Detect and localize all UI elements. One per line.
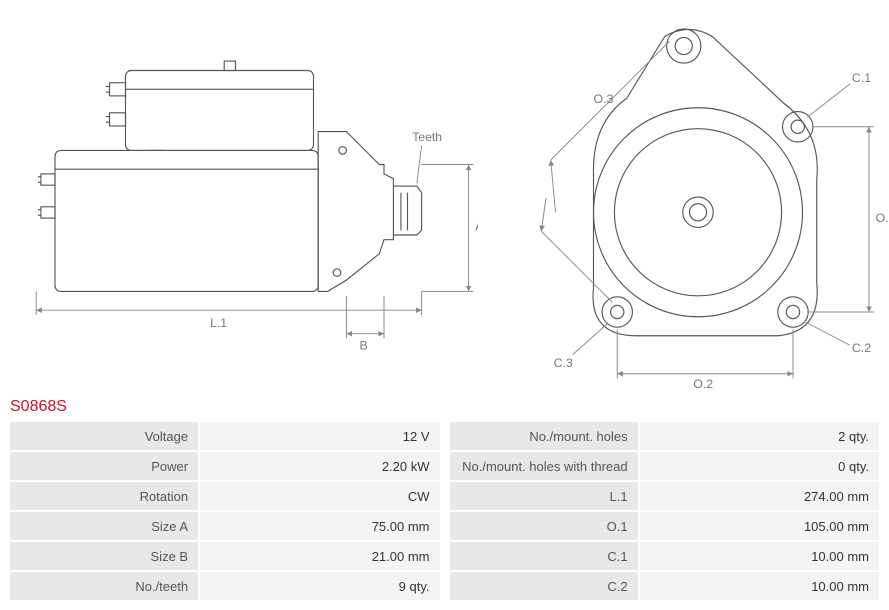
diagrams-row: Teeth A L.1 B (8, 8, 881, 388)
dim-o2-label: O.2 (693, 377, 713, 388)
dim-b-label: B (360, 339, 368, 353)
table-row: Power2.20 kW (10, 452, 440, 482)
spec-label: O.1 (450, 512, 638, 542)
teeth-label: Teeth (412, 130, 442, 144)
spec-label: Rotation (10, 482, 198, 512)
spec-label: C.1 (450, 542, 638, 572)
table-row: RotationCW (10, 482, 440, 512)
table-row: Size A75.00 mm (10, 512, 440, 542)
spec-label: C.2 (450, 572, 638, 602)
table-row: No./teeth9 qty. (10, 572, 440, 602)
spec-label: No./mount. holes with thread (450, 452, 638, 482)
spec-value: 105.00 mm (640, 512, 879, 542)
table-row: No./mount. holes2 qty. (450, 422, 880, 452)
dim-c3-label: C.3 (554, 356, 573, 370)
spec-value: 9 qty. (200, 572, 439, 602)
spec-tables: Voltage12 VPower2.20 kWRotationCWSize A7… (8, 422, 881, 602)
spec-label: L.1 (450, 482, 638, 512)
dim-o1-label: O.1 (876, 211, 889, 225)
dim-c1-label: C.1 (852, 71, 871, 85)
spec-value: 21.00 mm (200, 542, 439, 572)
front-view-diagram: O.3 O.1 O.2 C.1 C.2 C.3 (498, 8, 889, 388)
spec-label: Voltage (10, 422, 198, 452)
spec-label: No./mount. holes (450, 422, 638, 452)
spec-value: 2 qty. (640, 422, 879, 452)
spec-label: No./teeth (10, 572, 198, 602)
spec-table-right: No./mount. holes2 qty.No./mount. holes w… (448, 422, 882, 602)
spec-value: 75.00 mm (200, 512, 439, 542)
table-row: L.1274.00 mm (450, 482, 880, 512)
table-row: Size B21.00 mm (10, 542, 440, 572)
spec-label: Size A (10, 512, 198, 542)
spec-label: Power (10, 452, 198, 482)
spec-value: 10.00 mm (640, 542, 879, 572)
table-row: O.1105.00 mm (450, 512, 880, 542)
table-row: Voltage12 V (10, 422, 440, 452)
spec-value: 2.20 kW (200, 452, 439, 482)
table-row: No./mount. holes with thread0 qty. (450, 452, 880, 482)
spec-table-left: Voltage12 VPower2.20 kWRotationCWSize A7… (8, 422, 442, 602)
spec-value: CW (200, 482, 439, 512)
table-row: C.210.00 mm (450, 572, 880, 602)
spec-value: 12 V (200, 422, 439, 452)
table-row: C.110.00 mm (450, 542, 880, 572)
spec-label: Size B (10, 542, 198, 572)
dim-a-label: A (475, 219, 478, 233)
dim-c2-label: C.2 (852, 341, 871, 355)
spec-value: 274.00 mm (640, 482, 879, 512)
spec-value: 10.00 mm (640, 572, 879, 602)
spec-value: 0 qty. (640, 452, 879, 482)
dim-o3-label: O.3 (594, 92, 614, 106)
dim-l1-label: L.1 (210, 316, 227, 330)
side-view-diagram: Teeth A L.1 B (8, 8, 478, 388)
part-number: S0868S (10, 398, 881, 416)
